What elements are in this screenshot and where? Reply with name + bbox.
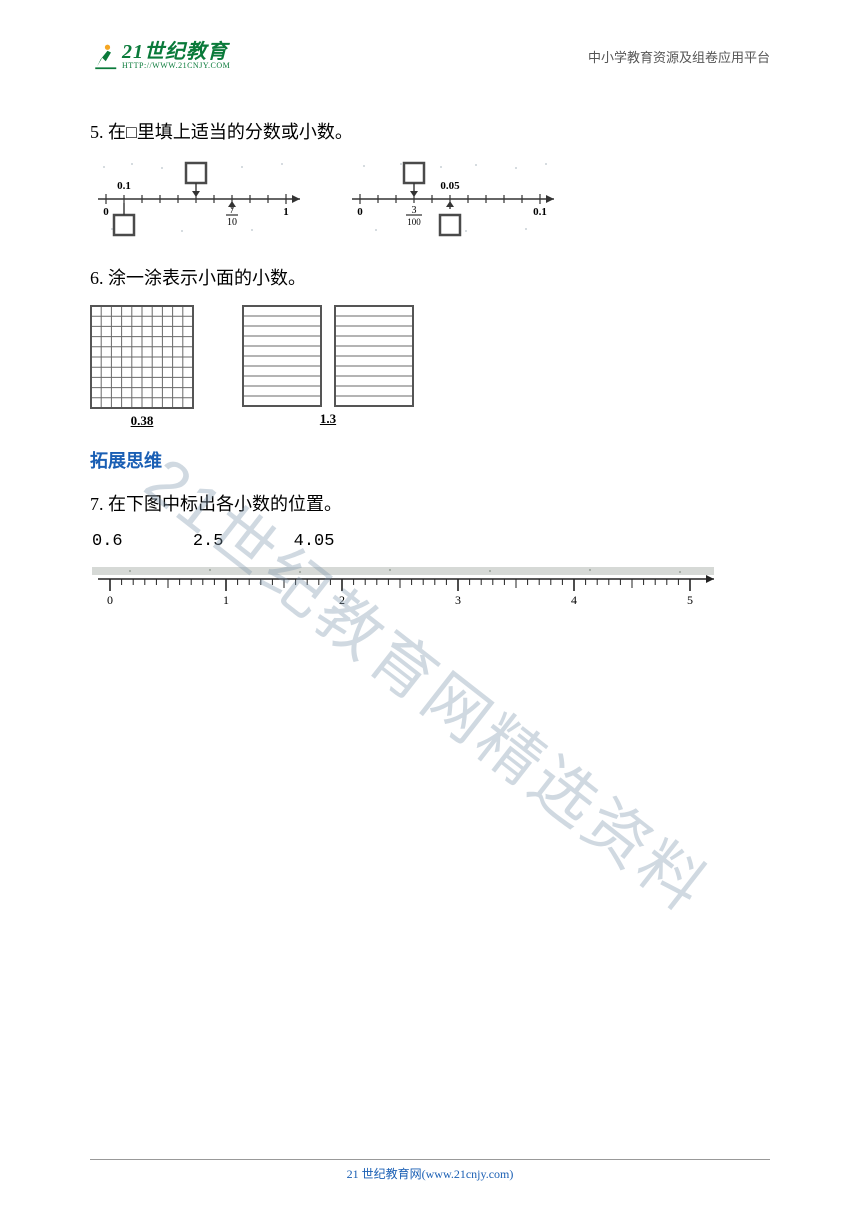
logo-main-text: 21世纪教育 bbox=[122, 42, 230, 62]
grid-caption-a: 0.38 bbox=[131, 413, 154, 429]
svg-text:0.1: 0.1 bbox=[117, 180, 131, 192]
header-right-text: 中小学教育资源及组卷应用平台 bbox=[588, 47, 770, 66]
page-footer: 21 世纪教育网(www.21cnjy.com) bbox=[0, 1165, 860, 1182]
striped-bar-2 bbox=[334, 305, 414, 407]
svg-text:5: 5 bbox=[687, 593, 693, 607]
question-7-text: 7. 在下图中标出各小数的位置。 bbox=[90, 487, 770, 521]
q7-value-2: 4.05 bbox=[294, 532, 335, 551]
svg-text:0: 0 bbox=[357, 206, 363, 218]
svg-text:1: 1 bbox=[223, 593, 229, 607]
runner-icon bbox=[90, 42, 118, 70]
question-7-values: 0.6 2.5 4.05 bbox=[92, 532, 770, 551]
page-content: 5. 在□里填上适当的分数或小数。 bbox=[90, 115, 770, 612]
svg-text:0.05: 0.05 bbox=[440, 180, 460, 192]
question-5-figures: 0.1 0 7 10 1 bbox=[92, 159, 770, 237]
grid-caption-b: 1.3 bbox=[320, 411, 336, 427]
logo-sub-text: HTTP://WWW.21CNJY.COM bbox=[122, 62, 230, 70]
svg-text:0.1: 0.1 bbox=[533, 206, 547, 218]
grid-10x10 bbox=[90, 305, 194, 409]
numberline-b: 0.05 0 3 100 0.1 bbox=[346, 159, 564, 237]
svg-text:10: 10 bbox=[227, 217, 237, 228]
svg-text:1: 1 bbox=[283, 206, 289, 218]
svg-text:0: 0 bbox=[103, 206, 109, 218]
svg-text:3: 3 bbox=[412, 205, 417, 216]
footer-rule bbox=[90, 1159, 770, 1160]
numberline-a: 0.1 0 7 10 1 bbox=[92, 159, 310, 237]
question-6-figures: 0.38 1.3 bbox=[90, 305, 770, 429]
svg-text:100: 100 bbox=[407, 217, 421, 227]
numberline-q7: 0 1 2 3 4 5 bbox=[90, 561, 722, 607]
svg-text:0: 0 bbox=[107, 593, 113, 607]
section-heading: 拓展思维 bbox=[90, 447, 770, 473]
question-5-text: 5. 在□里填上适当的分数或小数。 bbox=[90, 115, 770, 149]
question-6-text: 6. 涂一涂表示小面的小数。 bbox=[90, 261, 770, 295]
svg-text:2: 2 bbox=[339, 593, 345, 607]
svg-text:3: 3 bbox=[455, 593, 461, 607]
striped-bar-1 bbox=[242, 305, 322, 407]
q7-value-1: 2.5 bbox=[193, 532, 224, 551]
page-header: 21世纪教育 HTTP://WWW.21CNJY.COM 中小学教育资源及组卷应… bbox=[0, 32, 860, 80]
site-logo: 21世纪教育 HTTP://WWW.21CNJY.COM bbox=[90, 42, 230, 70]
svg-text:4: 4 bbox=[571, 593, 577, 607]
grid-038: 0.38 bbox=[90, 305, 194, 429]
q7-value-0: 0.6 bbox=[92, 532, 123, 551]
bars-13: 1.3 bbox=[242, 305, 414, 427]
